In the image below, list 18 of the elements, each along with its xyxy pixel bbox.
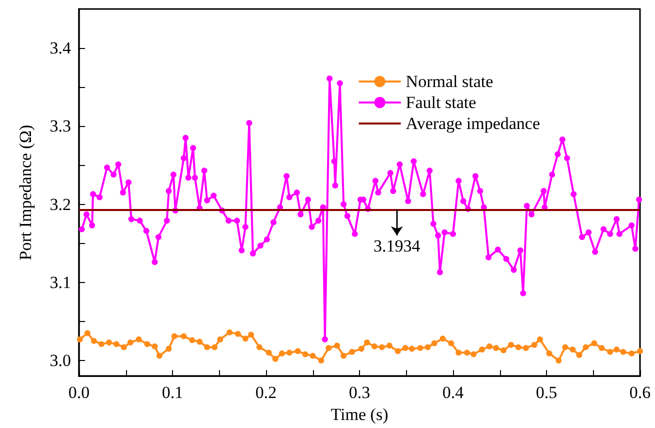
x-tick-label: 0.6 bbox=[629, 383, 651, 402]
legend-label: Fault state bbox=[406, 93, 476, 112]
annotation: 3.1934 bbox=[374, 236, 421, 256]
x-tick-label: 0.0 bbox=[68, 383, 90, 402]
legend-label: Average impedance bbox=[406, 114, 540, 133]
y-tick-label: 3.1 bbox=[50, 272, 71, 292]
x-tick-label: 0.2 bbox=[255, 383, 277, 402]
y-tick-label: 3.2 bbox=[50, 194, 71, 214]
x-tick-label: 0.5 bbox=[536, 383, 558, 402]
legend-label: Normal state bbox=[406, 72, 494, 91]
y-tick-label: 3.0 bbox=[50, 350, 71, 370]
x-tick-label: 0.3 bbox=[348, 383, 370, 402]
y-tick-label: 3.4 bbox=[50, 38, 72, 58]
y-axis-title: Port Impedance (Ω) bbox=[16, 124, 35, 260]
y-tick-label: 3.3 bbox=[50, 116, 71, 136]
x-tick-label: 0.1 bbox=[162, 383, 184, 402]
x-tick-label: 0.4 bbox=[442, 383, 464, 402]
x-axis-title: Time (s) bbox=[330, 405, 388, 424]
